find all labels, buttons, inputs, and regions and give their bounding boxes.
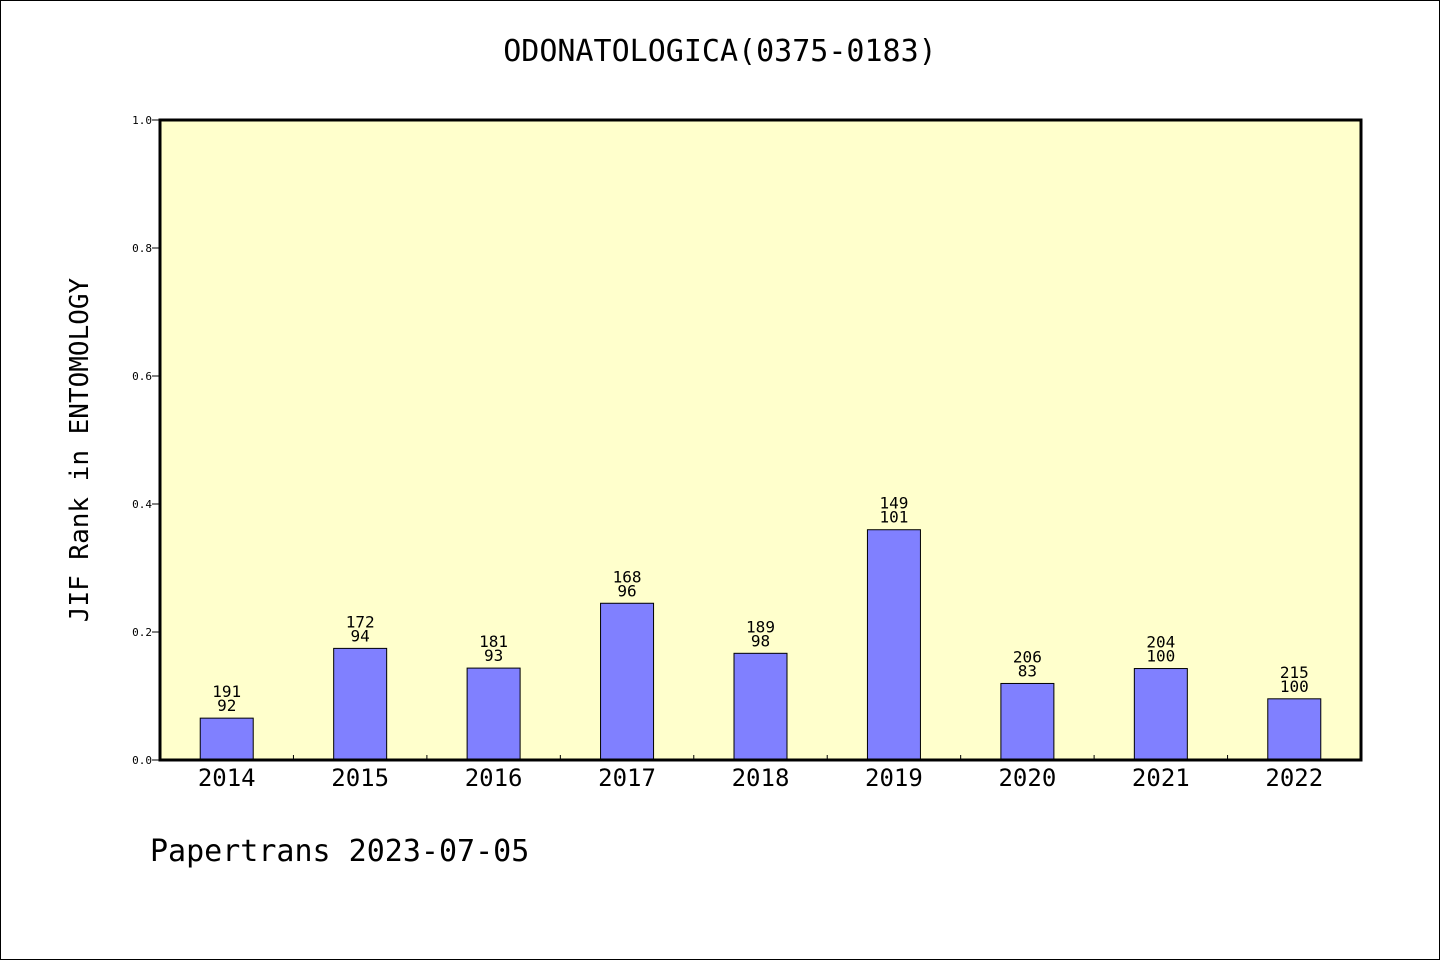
bar-2018 bbox=[733, 652, 788, 761]
bar-total-label-2019: 149 bbox=[879, 494, 908, 513]
bar-total-label-2020: 206 bbox=[1013, 647, 1042, 666]
bar-rank-label-2022: 100 bbox=[1280, 677, 1309, 696]
bars bbox=[199, 529, 1322, 761]
bar-total-label-2018: 189 bbox=[746, 617, 775, 636]
y-tick-label-2: 0.4 bbox=[132, 498, 152, 511]
x-axis: 2014 2015 2016 2017 2018 2019 2020 2021 2022 bbox=[198, 755, 1323, 792]
bar-2017 bbox=[600, 602, 655, 761]
bar-2019 bbox=[866, 529, 921, 761]
bar-rank-label-2017: 96 bbox=[617, 581, 636, 600]
bar-rank-label-2016: 93 bbox=[484, 646, 503, 665]
bar-total-label-2015: 172 bbox=[346, 612, 375, 631]
bar-rank-label-2020: 83 bbox=[1018, 661, 1037, 680]
y-tick-label-5: 1.0 bbox=[132, 114, 152, 127]
y-tick-label-3: 0.6 bbox=[132, 370, 152, 383]
x-tick-label-2020: 2020 bbox=[998, 764, 1056, 792]
x-tick-label-2022: 2022 bbox=[1265, 764, 1323, 792]
bar-total-label-2017: 168 bbox=[613, 567, 642, 586]
bar-2022 bbox=[1267, 698, 1322, 761]
x-tick-label-2017: 2017 bbox=[598, 764, 656, 792]
bar-2015 bbox=[333, 647, 388, 761]
plot-border bbox=[158, 118, 1363, 762]
bar-2016 bbox=[466, 667, 521, 761]
bar-2021 bbox=[1133, 668, 1188, 761]
y-axis: 0.0 0.2 0.4 0.6 0.8 1.0 bbox=[132, 114, 160, 767]
x-tick-label-2014: 2014 bbox=[198, 764, 256, 792]
bar-2020 bbox=[1000, 682, 1055, 761]
bar-rank-label-2015: 94 bbox=[351, 626, 370, 645]
bar-total-label-2014: 191 bbox=[212, 682, 241, 701]
bar-rank-label-2019: 101 bbox=[879, 508, 908, 527]
bar-total-label-2016: 181 bbox=[479, 632, 508, 651]
bar-total-label-2021: 204 bbox=[1146, 633, 1175, 652]
x-tick-label-2018: 2018 bbox=[732, 764, 790, 792]
bar-total-label-2022: 215 bbox=[1280, 663, 1309, 682]
bar-2014 bbox=[199, 717, 254, 761]
y-tick-label-1: 0.2 bbox=[132, 626, 152, 639]
x-tick-label-2021: 2021 bbox=[1132, 764, 1190, 792]
bar-rank-label-2018: 98 bbox=[751, 631, 770, 650]
x-tick-label-2015: 2015 bbox=[331, 764, 389, 792]
chart-title: ODONATOLOGICA(0375-0183) bbox=[503, 34, 937, 69]
bar-rank-label-2021: 100 bbox=[1146, 647, 1175, 666]
y-tick-label-0: 0.0 bbox=[132, 754, 152, 767]
y-tick-label-4: 0.8 bbox=[132, 242, 152, 255]
footer-credit: Papertrans 2023-07-05 bbox=[150, 834, 530, 869]
x-tick-label-2016: 2016 bbox=[465, 764, 523, 792]
x-tick-label-2019: 2019 bbox=[865, 764, 923, 792]
bar-rank-label-2014: 92 bbox=[217, 696, 236, 715]
